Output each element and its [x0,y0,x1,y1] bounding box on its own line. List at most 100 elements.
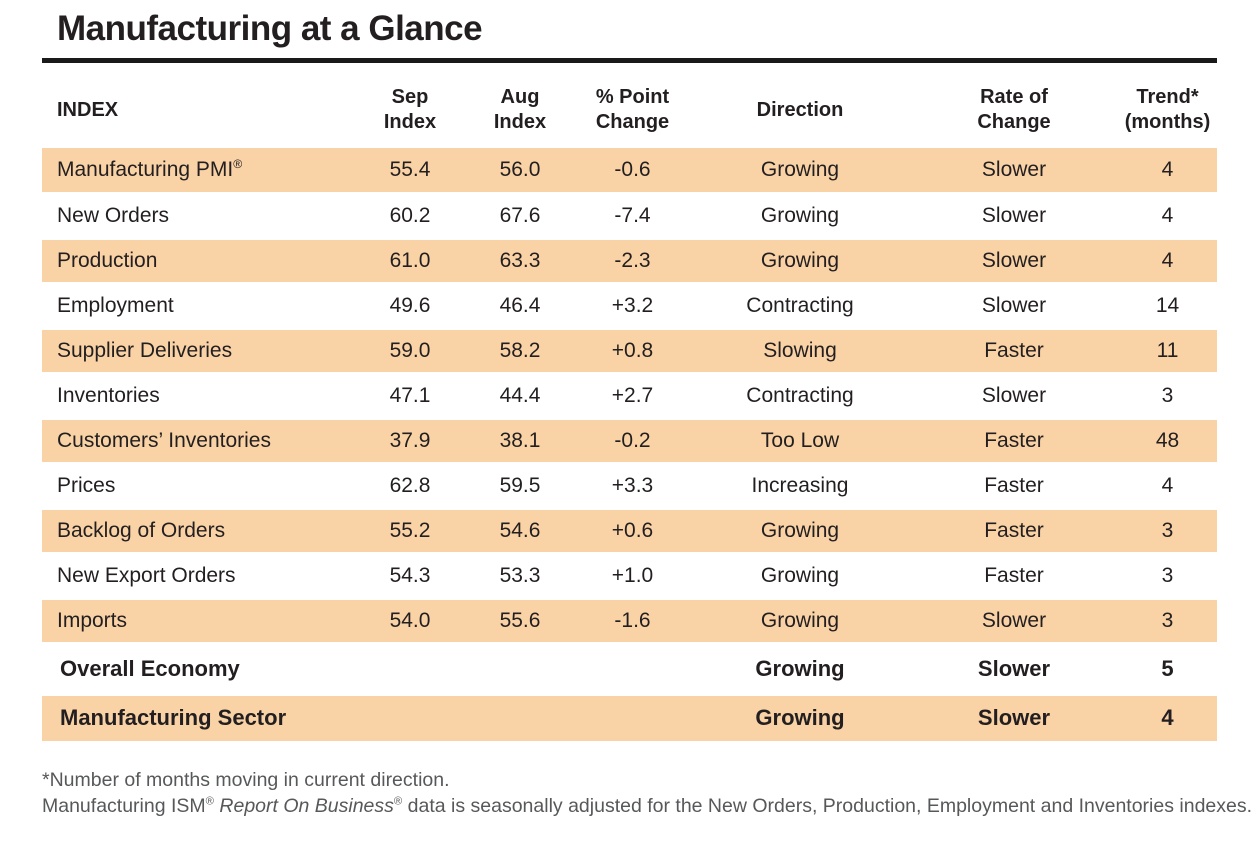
table-row: New Export Orders 54.3 53.3 +1.0 Growing… [42,553,1217,600]
rate-of-change-cell: Slower [910,694,1118,744]
row-index-label: Supplier Deliveries [57,338,233,362]
footnotes: *Number of months moving in current dire… [42,767,1258,820]
aug-index-cell [465,694,575,744]
direction-cell: Growing [690,193,910,240]
aug-index-cell: 59.5 [465,463,575,510]
rate-of-change-cell: Slower [910,238,1118,285]
point-change-cell: +3.2 [575,283,690,330]
point-change-cell: +1.0 [575,553,690,600]
trend-cell: 4 [1118,193,1217,240]
rate-of-change-cell: Faster [910,328,1118,375]
table-row: New Orders 60.2 67.6 -7.4 Growing Slower… [42,193,1217,240]
row-index-label: Customers’ Inventories [57,428,271,452]
footnote-months-direction: *Number of months moving in current dire… [42,768,450,791]
aug-index-cell: 55.6 [465,598,575,645]
column-header-aug-index: Aug Index [493,86,547,133]
index-cell: Manufacturing PMI® [42,148,355,195]
sep-index-cell: 60.2 [355,193,465,240]
aug-index-cell: 67.6 [465,193,575,240]
rate-of-change-cell: Faster [910,463,1118,510]
trend-cell: 3 [1118,553,1217,600]
table-row: Manufacturing Sector Growing Slower 4 [42,694,1217,744]
index-cell: Imports [42,598,355,645]
row-index-label: Overall Economy [60,655,240,681]
aug-index-cell: 54.6 [465,508,575,555]
row-index-label: Imports [57,608,128,632]
sep-index-cell [355,694,465,744]
column-header-index: INDEX [57,98,119,121]
direction-cell: Growing [690,694,910,744]
direction-cell: Growing [690,508,910,555]
direction-cell: Growing [690,148,910,195]
direction-cell: Too Low [690,418,910,465]
column-header-point-change: % Point Change [595,86,670,133]
trend-cell: 4 [1118,238,1217,285]
manufacturing-glance-page: Manufacturing at a Glance INDEX Sep Inde… [42,9,1258,820]
direction-cell: Contracting [690,373,910,420]
rate-of-change-cell: Faster [910,553,1118,600]
sep-index-cell: 47.1 [355,373,465,420]
trend-cell: 48 [1118,418,1217,465]
sep-index-cell: 62.8 [355,463,465,510]
sep-index-cell: 55.2 [355,508,465,555]
row-index-label: Manufacturing PMI [57,157,234,181]
trend-cell: 3 [1118,598,1217,645]
trend-cell: 4 [1118,463,1217,510]
table-row: Imports 54.0 55.6 -1.6 Growing Slower 3 [42,598,1217,645]
title-rule [42,58,1217,63]
rate-of-change-cell: Slower [910,373,1118,420]
direction-cell: Growing [690,643,910,696]
index-cell: Backlog of Orders [42,508,355,555]
registered-mark: ® [205,795,214,808]
sep-index-cell: 54.3 [355,553,465,600]
table-header: INDEX Sep Index Aug Index % Point Change… [42,63,1217,148]
row-index-label: Prices [57,473,116,497]
rate-of-change-cell: Slower [910,193,1118,240]
column-header-rate-of-change: Rate of Change [977,86,1051,133]
table-row: Production 61.0 63.3 -2.3 Growing Slower… [42,238,1217,285]
index-cell: Customers’ Inventories [42,418,355,465]
direction-cell: Growing [690,553,910,600]
row-index-label: Manufacturing Sector [60,705,287,730]
point-change-cell [575,643,690,696]
header-row: INDEX Sep Index Aug Index % Point Change… [42,63,1217,148]
aug-index-cell: 56.0 [465,148,575,195]
direction-cell: Increasing [690,463,910,510]
rate-of-change-cell: Faster [910,508,1118,555]
point-change-cell: -0.2 [575,418,690,465]
point-change-cell: -0.6 [575,148,690,195]
index-cell: New Export Orders [42,553,355,600]
index-cell: New Orders [42,193,355,240]
column-header-sep-index: Sep Index [383,86,437,133]
table-row: Backlog of Orders 55.2 54.6 +0.6 Growing… [42,508,1217,555]
table-row: Overall Economy Growing Slower 5 [42,643,1217,696]
index-cell: Prices [42,463,355,510]
table-row: Prices 62.8 59.5 +3.3 Increasing Faster … [42,463,1217,510]
sep-index-cell: 37.9 [355,418,465,465]
aug-index-cell: 63.3 [465,238,575,285]
point-change-cell [575,694,690,744]
sep-index-cell: 61.0 [355,238,465,285]
direction-cell: Growing [690,238,910,285]
index-cell: Supplier Deliveries [42,328,355,375]
table-row: Employment 49.6 46.4 +3.2 Contracting Sl… [42,283,1217,330]
rate-of-change-cell: Slower [910,598,1118,645]
trend-cell: 5 [1118,643,1217,696]
row-index-label: Backlog of Orders [57,518,226,542]
aug-index-cell: 44.4 [465,373,575,420]
sep-index-cell [355,643,465,696]
aug-index-cell: 53.3 [465,553,575,600]
sep-index-cell: 49.6 [355,283,465,330]
trend-cell: 3 [1118,373,1217,420]
aug-index-cell: 38.1 [465,418,575,465]
index-cell: Overall Economy [42,643,355,696]
direction-cell: Growing [690,598,910,645]
aug-index-cell [465,643,575,696]
rate-of-change-cell: Slower [910,283,1118,330]
point-change-cell: +0.8 [575,328,690,375]
point-change-cell: +3.3 [575,463,690,510]
point-change-cell: -2.3 [575,238,690,285]
trend-cell: 4 [1118,148,1217,195]
point-change-cell: -1.6 [575,598,690,645]
row-index-label: New Export Orders [57,563,236,587]
